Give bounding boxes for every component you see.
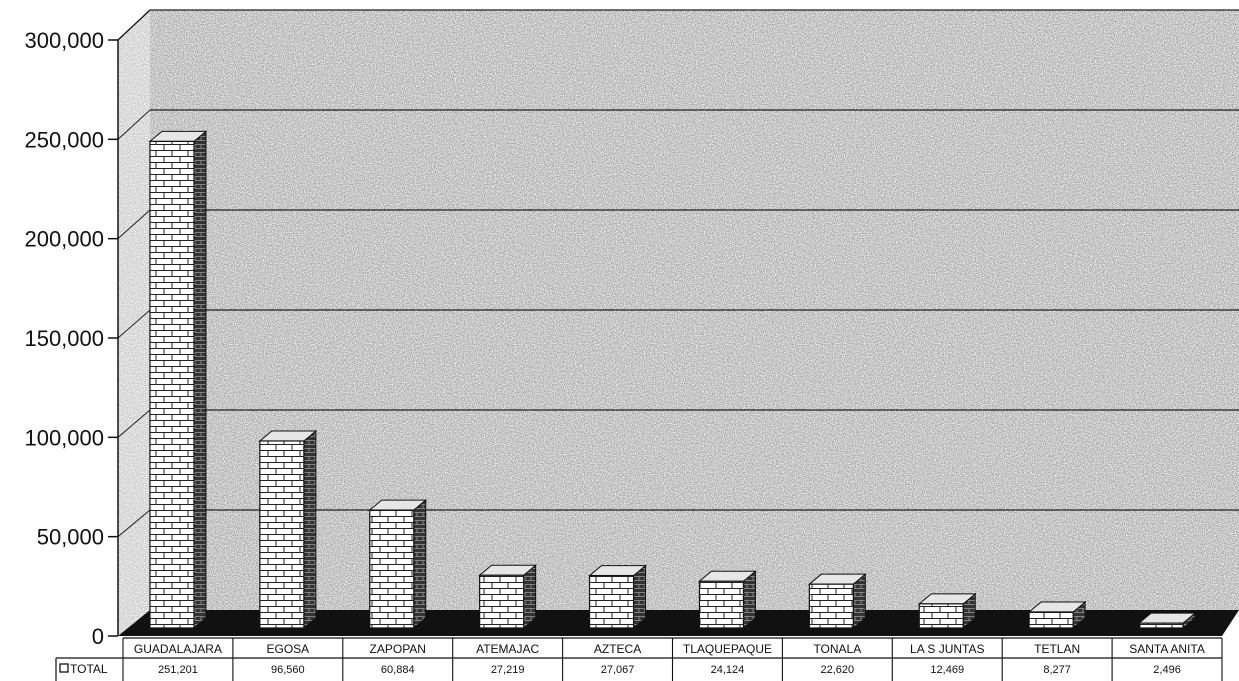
bar-side	[303, 429, 317, 630]
bar-face	[808, 583, 854, 629]
y-axis: 0 50,000 100,000 150,000 200,000 250,000 300,0…	[24, 9, 151, 649]
bar-face	[588, 574, 635, 629]
y-tick-label: 0	[92, 624, 104, 649]
data-label: 96,560	[271, 664, 305, 676]
category-label: ZAPOPAN	[370, 642, 426, 656]
category-label: TLAQUEPAQUE	[683, 642, 772, 656]
legend-label: TOTAL	[70, 662, 108, 676]
y-tick-label: 150,000	[24, 326, 104, 351]
bar	[807, 573, 867, 630]
bar	[258, 429, 318, 630]
bar	[1027, 600, 1087, 630]
bar-face	[259, 440, 305, 629]
bar-face	[149, 140, 195, 629]
bar	[588, 564, 647, 630]
bar	[1137, 612, 1197, 630]
side-wall-speckle	[118, 10, 150, 636]
category-label: ATEMAJAC	[476, 642, 539, 656]
bar-face	[918, 603, 964, 629]
gridline-side	[117, 309, 151, 339]
bars	[148, 130, 1197, 630]
category-label: LA S JUNTAS	[910, 642, 984, 656]
bar-face	[698, 580, 745, 629]
bar	[368, 499, 428, 630]
category-label: TONALA	[813, 642, 861, 656]
category-label: AZTECA	[594, 642, 641, 656]
bar	[917, 592, 977, 630]
data-label: 2,496	[1153, 664, 1181, 676]
data-label: 60,884	[381, 664, 415, 676]
y-tick-label: 50,000	[37, 525, 104, 550]
data-label: 27,067	[601, 664, 635, 676]
bar	[478, 564, 538, 630]
y-axis-top-edge	[117, 9, 151, 41]
y-tick-label: 250,000	[24, 127, 104, 152]
bar-face	[1138, 622, 1184, 629]
gridline-side	[117, 509, 151, 538]
category-label: EGOSA	[267, 642, 310, 656]
bar-face	[1028, 611, 1074, 629]
bar-face	[479, 574, 525, 629]
category-label: TETLAN	[1034, 642, 1080, 656]
data-table: GUADALAJARA 251,201 EGOSA 96,560 ZAPOPAN 60,8…	[55, 637, 1223, 681]
data-label: 22,620	[821, 664, 855, 676]
data-label: 27,219	[491, 664, 525, 676]
bar-side	[413, 499, 427, 630]
y-tick-label: 300,000	[24, 28, 104, 53]
category-label: GUADALAJARA	[134, 642, 222, 656]
bar-face	[369, 509, 415, 629]
bar	[698, 570, 757, 630]
data-label: 24,124	[711, 664, 745, 676]
gridline-side	[117, 109, 151, 140]
data-label: 12,469	[930, 664, 964, 676]
bar-side	[633, 564, 647, 630]
gridlines	[117, 9, 1239, 538]
data-label: 251,201	[158, 664, 198, 676]
category-label: SANTA ANITA	[1129, 642, 1205, 656]
gridline-side	[117, 409, 151, 438]
y-tick-label: 200,000	[24, 227, 104, 252]
bar-side	[193, 130, 207, 630]
legend-swatch	[59, 663, 69, 673]
data-label: 8,277	[1043, 664, 1071, 676]
gridline-side	[117, 209, 151, 240]
bar-side	[523, 564, 537, 630]
bar	[148, 130, 208, 630]
y-tick-label: 100,000	[24, 425, 104, 450]
